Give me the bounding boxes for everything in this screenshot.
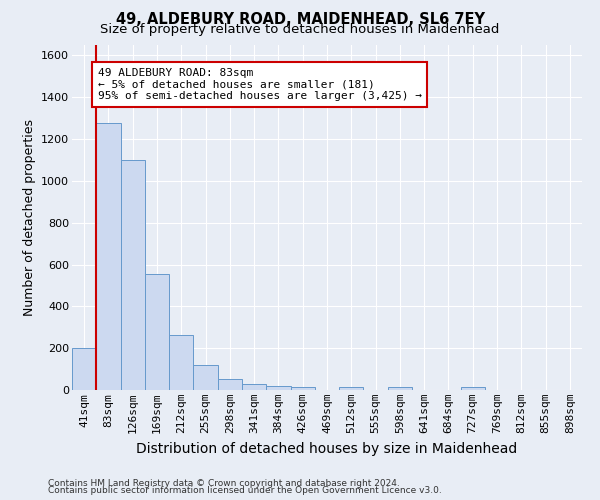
Bar [242,384,266,390]
Bar [72,348,96,390]
Text: Contains public sector information licensed under the Open Government Licence v3: Contains public sector information licen… [48,486,442,495]
Bar [388,387,412,390]
Text: Contains HM Land Registry data © Crown copyright and database right 2024.: Contains HM Land Registry data © Crown c… [48,478,400,488]
Bar [121,160,145,390]
X-axis label: Distribution of detached houses by size in Maidenhead: Distribution of detached houses by size … [136,442,518,456]
Bar [193,365,218,390]
Text: 49, ALDEBURY ROAD, MAIDENHEAD, SL6 7EY: 49, ALDEBURY ROAD, MAIDENHEAD, SL6 7EY [115,12,485,28]
Bar [218,378,242,390]
Bar [339,387,364,390]
Y-axis label: Number of detached properties: Number of detached properties [23,119,35,316]
Bar [96,124,121,390]
Text: 49 ALDEBURY ROAD: 83sqm
← 5% of detached houses are smaller (181)
95% of semi-de: 49 ALDEBURY ROAD: 83sqm ← 5% of detached… [97,68,421,101]
Bar [290,387,315,390]
Bar [461,387,485,390]
Bar [266,386,290,390]
Text: Size of property relative to detached houses in Maidenhead: Size of property relative to detached ho… [100,22,500,36]
Bar [145,274,169,390]
Bar [169,334,193,390]
